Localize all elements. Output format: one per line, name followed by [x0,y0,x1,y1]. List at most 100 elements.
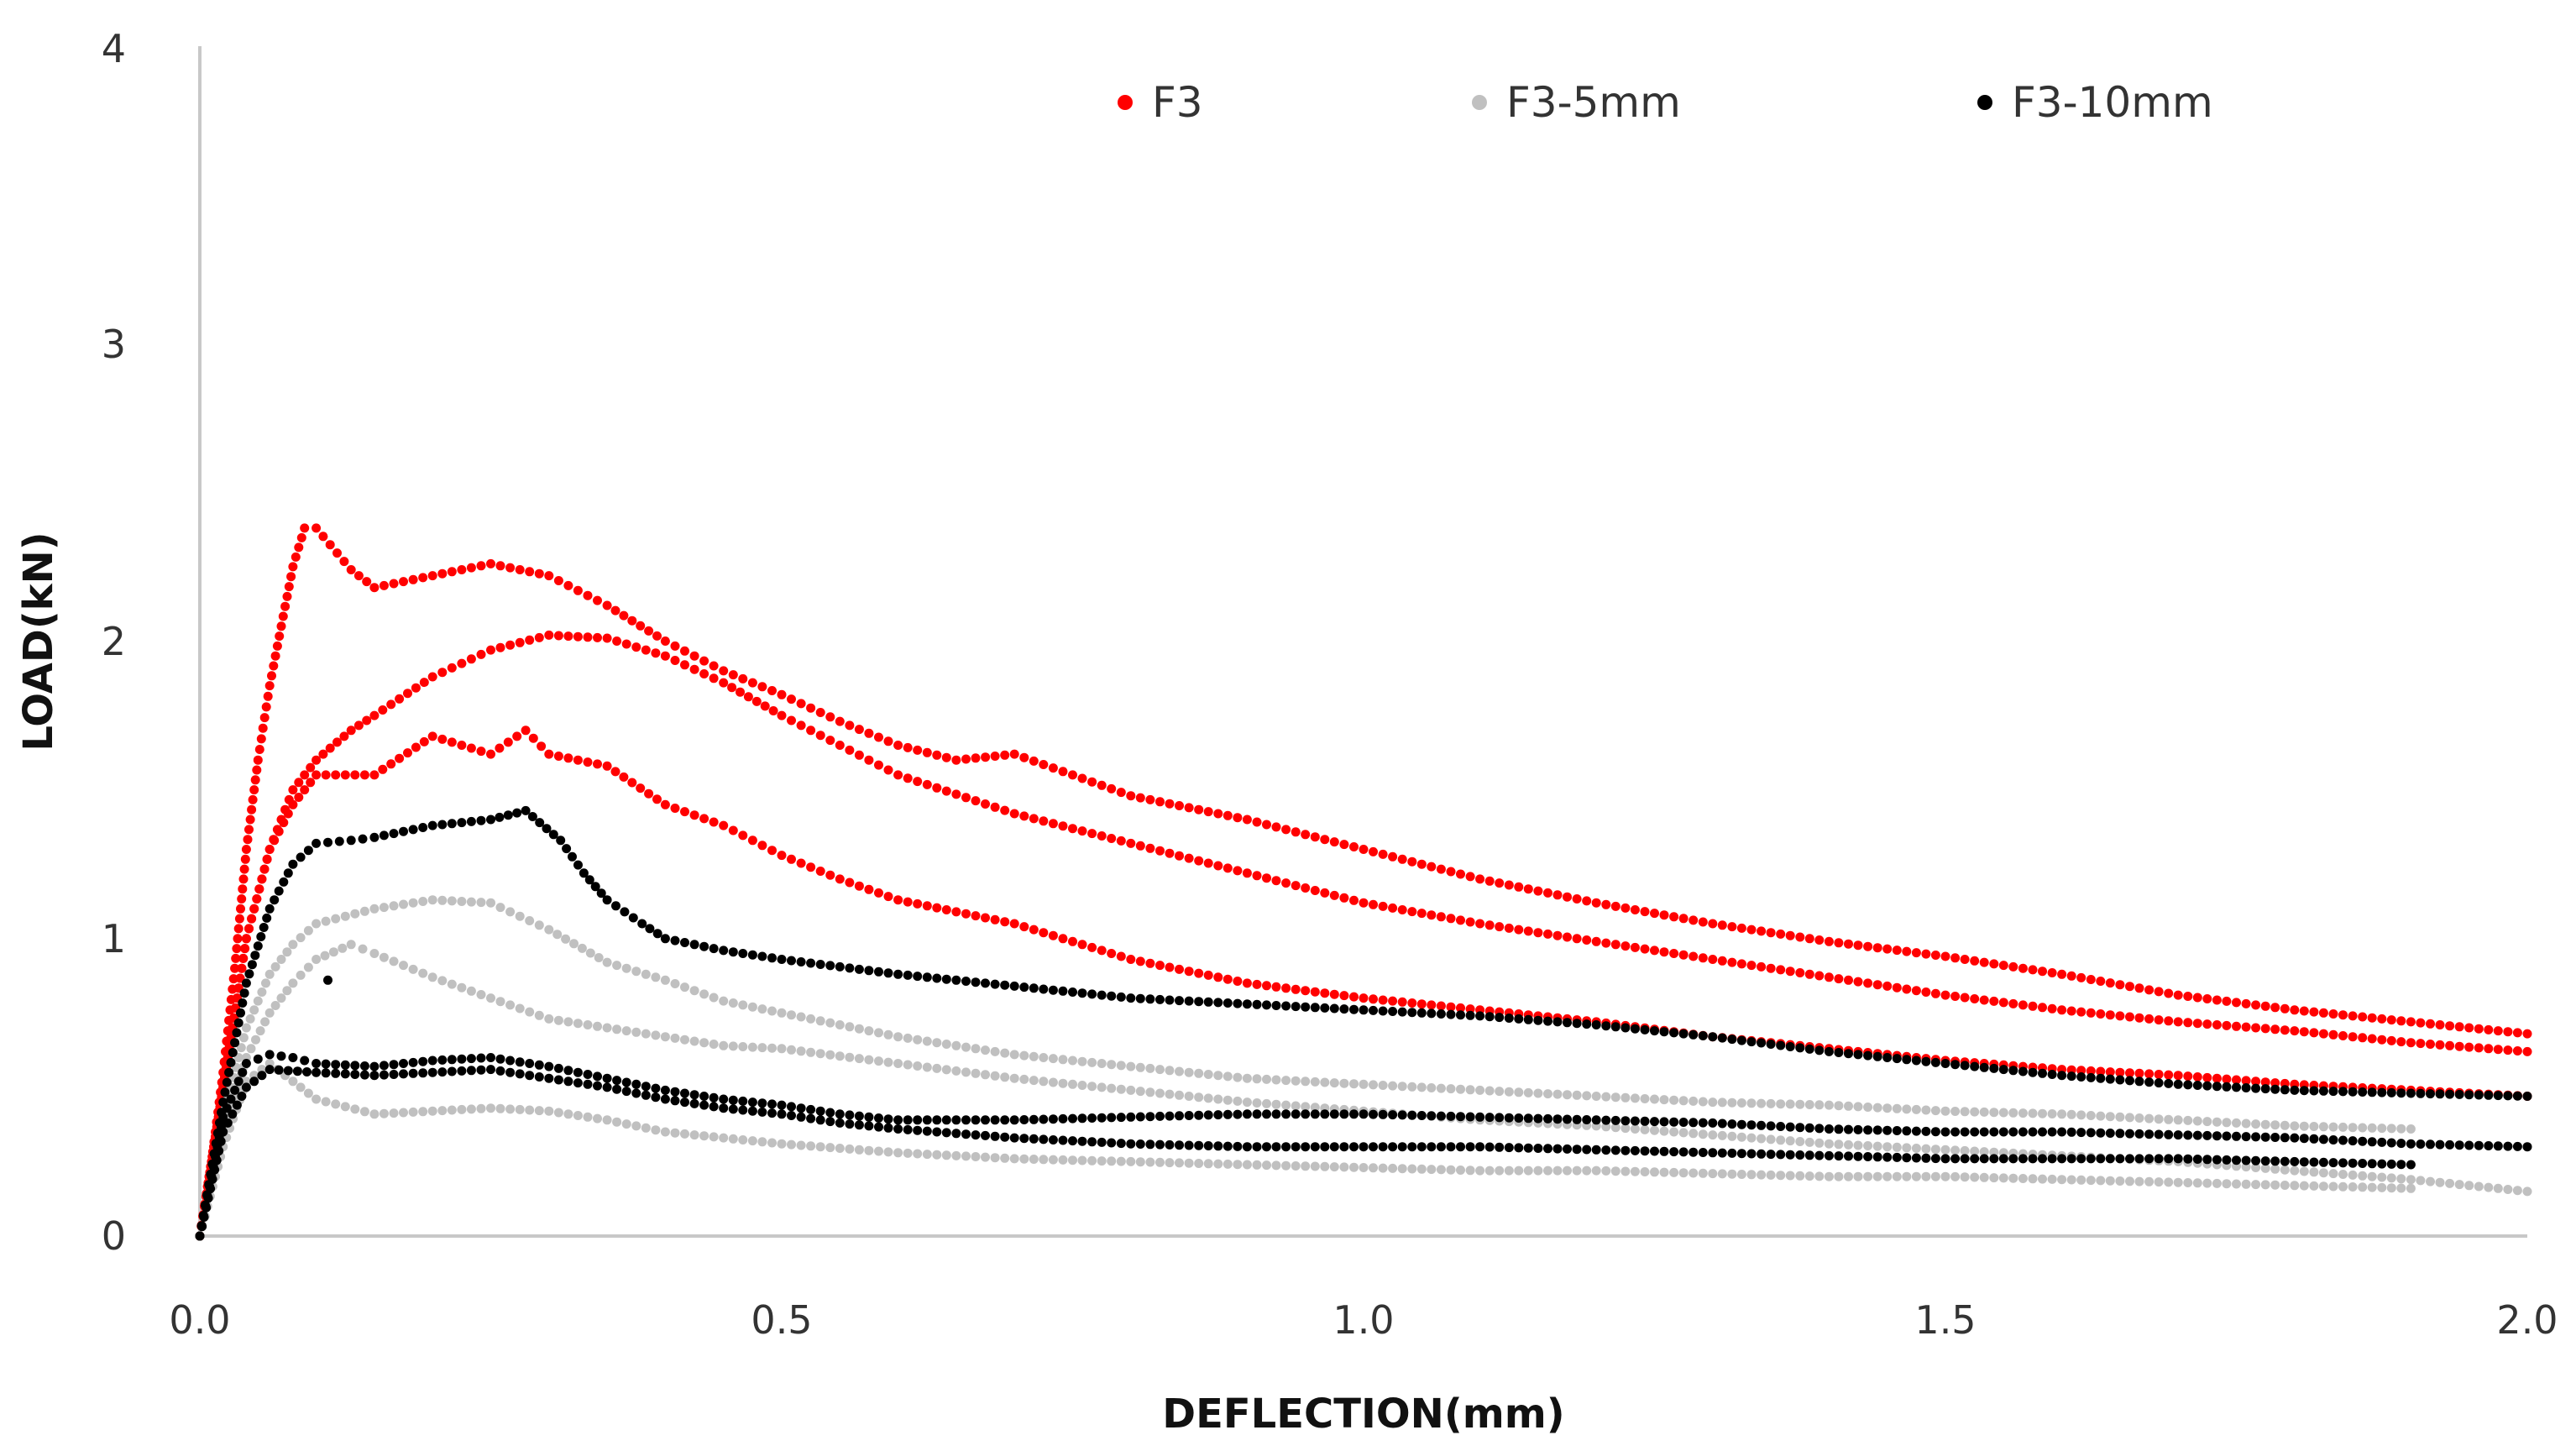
data-point-f3-5mm [2066,1109,2076,1119]
data-point-f3-5mm [1436,1083,1446,1093]
data-point-f3 [264,681,275,691]
data-point-f3-10mm [2309,1086,2319,1096]
data-point-f3 [689,664,699,674]
data-point-f3 [403,748,412,758]
data-point-f3-10mm [544,1073,554,1083]
data-point-f3-10mm [689,940,699,950]
legend-label-f3-5mm: F3-5mm [1506,78,1681,127]
data-point-f3-10mm [2522,1092,2532,1101]
data-point-f3-10mm [835,961,845,972]
data-point-f3-10mm [408,1057,418,1067]
data-point-f3-5mm [593,1113,602,1124]
data-point-f3-10mm [197,1222,207,1232]
data-point-f3 [1678,950,1689,960]
data-point-f3 [825,736,835,746]
data-point-f3-10mm [2222,1155,2232,1165]
legend-marker-f3 [1118,95,1133,110]
data-point-f3 [395,753,405,763]
data-point-f3-5mm [1301,1102,1311,1112]
data-point-f3-10mm [2057,1127,2067,1137]
data-point-f3-10mm [1175,1111,1184,1121]
data-point-f3-10mm [1601,1145,1611,1155]
data-point-f3-5mm [246,1044,256,1054]
data-point-f3 [312,523,322,533]
data-point-f3-10mm [563,1076,573,1087]
data-point-f3-10mm [389,829,399,839]
data-point-f3-10mm [628,913,638,923]
data-point-f3-10mm [1504,1014,1514,1023]
data-point-f3-10mm [1543,1016,1552,1026]
data-point-f3-5mm [1930,1106,1940,1116]
data-point-f3-5mm [854,1145,864,1155]
data-point-f3-5mm [1203,1159,1213,1169]
data-point-f3-5mm [270,1001,280,1010]
data-point-f3 [874,888,883,898]
data-point-f3 [353,720,364,731]
data-point-f3 [1369,846,1378,856]
data-point-f3 [2144,985,2155,995]
data-point-f3 [240,854,250,864]
data-point-f3-5mm [457,897,467,906]
data-point-f3 [1310,832,1320,842]
data-point-f3-5mm [359,1107,369,1117]
data-point-f3-10mm [2028,1067,2038,1077]
data-point-f3 [1019,752,1029,762]
data-point-f3-10mm [1582,1145,1592,1155]
data-point-f3-10mm [2338,1087,2348,1097]
data-point-f3 [408,574,418,584]
data-point-f3 [922,747,932,757]
data-point-f3-5mm [2367,1123,2377,1133]
data-point-f3-10mm [2328,1158,2338,1168]
data-point-f3 [2396,1016,2406,1026]
data-point-f3 [727,683,737,693]
data-point-f3-10mm [232,1028,242,1038]
data-point-f3-5mm [1601,1092,1611,1102]
data-point-f3-10mm [437,820,448,830]
data-point-f3 [1863,978,1873,988]
data-point-f3-10mm [1369,1005,1378,1015]
data-point-f3-5mm [2173,1177,2183,1187]
data-point-f3-5mm [845,1144,855,1154]
data-point-f3-5mm [447,979,457,989]
data-point-f3-5mm [806,1014,816,1024]
data-point-f3-5mm [1242,1097,1252,1108]
data-point-f3-10mm [1009,1115,1019,1125]
data-point-f3-10mm [1175,1140,1184,1150]
data-point-f3-10mm [1262,1142,1271,1152]
data-point-f3 [2232,1021,2241,1031]
data-point-f3-10mm [1746,1037,1757,1047]
data-point-f3-10mm [1640,1024,1650,1035]
data-point-f3 [2270,1003,2280,1013]
data-point-f3 [1058,934,1068,944]
data-point-f3 [2202,1072,2212,1082]
data-point-f3-10mm [1388,1110,1398,1120]
data-point-f3-10mm [427,1067,437,1077]
data-point-f3-5mm [2047,1174,2057,1184]
data-point-f3-5mm [612,1024,622,1035]
data-point-f3-10mm [2445,1139,2455,1150]
data-point-f3 [1650,946,1659,956]
data-point-f3-10mm [641,1082,651,1092]
data-point-f3-5mm [1068,1079,1077,1089]
data-point-f3 [1155,846,1165,856]
data-point-f3 [362,715,372,726]
data-point-f3 [2241,1022,2251,1032]
data-point-f3-5mm [303,962,313,972]
data-point-f3-10mm [369,1071,380,1081]
data-point-f3-5mm [1689,1129,1699,1139]
data-point-f3 [2309,1007,2319,1017]
data-point-f3 [1242,868,1252,878]
data-point-f3-10mm [2202,1155,2212,1165]
data-point-f3-10mm [2493,1141,2503,1151]
data-point-f3-5mm [2396,1174,2406,1184]
data-point-f3-5mm [1349,1079,1359,1089]
data-point-f3 [1048,819,1058,829]
data-point-f3 [1746,925,1757,935]
data-point-f3-10mm [2183,1080,2193,1090]
data-point-f3-5mm [2076,1175,2086,1185]
data-point-f3-10mm [228,1109,238,1119]
data-point-f3 [2232,998,2241,1008]
data-point-f3-5mm [553,1015,563,1025]
data-point-f3-5mm [641,969,651,979]
data-point-f3 [563,753,573,763]
